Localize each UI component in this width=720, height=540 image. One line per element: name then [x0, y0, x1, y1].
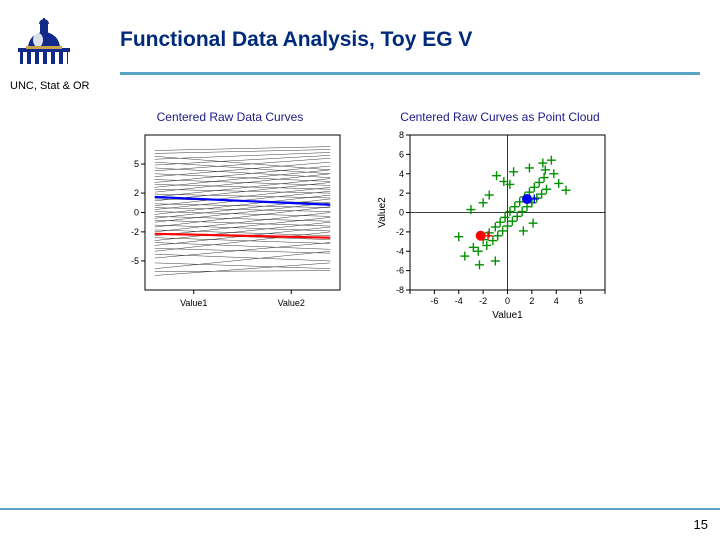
charts-container: Centered Raw Data Curves -5 -2 0 2 5 Value1 Va…	[95, 110, 635, 330]
svg-text:-4: -4	[396, 246, 404, 256]
svg-text:4: 4	[399, 169, 404, 179]
title-underline	[120, 72, 700, 75]
chart-right-title: Centered Raw Curves as Point Cloud	[365, 110, 635, 124]
svg-text:4: 4	[554, 296, 559, 306]
svg-text:0: 0	[399, 208, 404, 218]
dome-icon	[14, 18, 74, 70]
page-number: 15	[694, 517, 708, 532]
svg-text:6: 6	[578, 296, 583, 306]
svg-text:-4: -4	[455, 296, 463, 306]
dept-label: UNC, Stat & OR	[10, 80, 89, 92]
chart-left: Centered Raw Data Curves -5 -2 0 2 5 Value1 Va…	[95, 110, 365, 330]
unc-logo	[14, 18, 74, 75]
svg-text:Value2: Value2	[278, 298, 305, 308]
svg-text:0: 0	[134, 208, 139, 218]
svg-text:8: 8	[399, 130, 404, 140]
bottom-bar	[0, 508, 720, 540]
svg-text:6: 6	[399, 149, 404, 159]
slide-title: Functional Data Analysis, Toy EG V	[120, 28, 472, 52]
svg-text:Value2: Value2	[377, 197, 388, 228]
svg-text:0: 0	[505, 296, 510, 306]
svg-text:-6: -6	[396, 266, 404, 276]
slide-root: Functional Data Analysis, Toy EG V UNC, …	[0, 0, 720, 540]
svg-text:-5: -5	[131, 256, 139, 266]
svg-text:-2: -2	[396, 227, 404, 237]
svg-text:2: 2	[399, 188, 404, 198]
svg-text:-8: -8	[396, 285, 404, 295]
svg-text:Value1: Value1	[492, 310, 523, 321]
svg-text:-2: -2	[131, 227, 139, 237]
svg-text:2: 2	[134, 188, 139, 198]
chart-right-plot: -6 -4 -2 0 2 4 6 -8 -6 -4 -2 0 2 4 6 8 Value1 Value2	[375, 130, 630, 325]
svg-text:5: 5	[134, 159, 139, 169]
svg-text:-6: -6	[430, 296, 438, 306]
chart-right: Centered Raw Curves as Point Cloud -6-4-…	[365, 110, 635, 330]
svg-text:2: 2	[529, 296, 534, 306]
svg-text:Value1: Value1	[180, 298, 207, 308]
chart-left-title: Centered Raw Data Curves	[95, 110, 365, 124]
chart-left-plot: -5 -2 0 2 5 Value1 Value2	[115, 130, 360, 320]
svg-text:-2: -2	[479, 296, 487, 306]
